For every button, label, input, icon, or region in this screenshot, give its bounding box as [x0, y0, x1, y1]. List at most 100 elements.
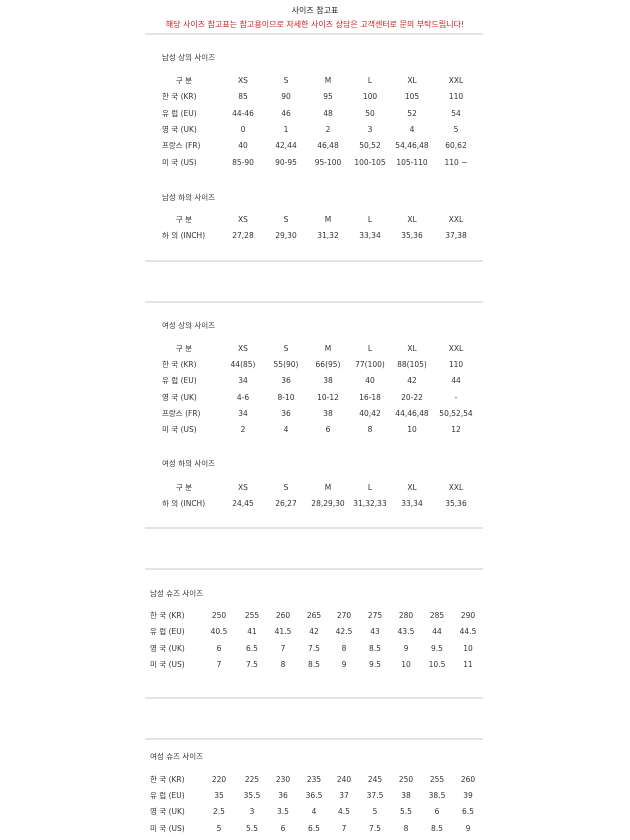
table-row: 미 국 (US) 85-90 90-95 95-100 100-105 105-110 11…	[0, 157, 630, 169]
size-cell: 95-100	[314, 157, 342, 167]
size-cell: 230	[275, 775, 291, 784]
size-cell: 240	[336, 775, 352, 784]
size-header-cell: L	[367, 483, 373, 492]
size-cell: 38.5	[428, 791, 446, 801]
row-label: 영 국 (UK)	[162, 392, 197, 402]
page-title: 사이즈 참고표	[291, 6, 339, 15]
size-cell: 270	[336, 611, 352, 620]
size-cell: 42	[407, 376, 417, 386]
size-header-cell: XL	[407, 483, 417, 492]
size-header-cell: XL	[407, 76, 417, 85]
size-cell: 37,38	[445, 231, 467, 240]
row-label: 유 럽 (EU)	[150, 627, 185, 637]
size-header-cell: S	[283, 483, 289, 492]
size-cell: 39	[463, 791, 473, 801]
size-cell: 8	[280, 659, 286, 669]
womens-shoes-heading: 여성 슈즈 사이즈	[150, 752, 204, 761]
size-cell: 16-18	[359, 392, 381, 402]
size-cell: 52	[407, 108, 417, 118]
row-label: 미 국 (US)	[162, 157, 197, 167]
table-row: 영 국 (UK) 2.5 3 3.5 4 4.5 5 5.5 6 6.5	[0, 806, 630, 818]
size-cell: 7	[280, 643, 286, 653]
table-row: 하 의 (INCH) 27,28 29,30 31,32 33,34 35,36 37,38	[0, 230, 630, 242]
divider	[145, 568, 483, 570]
size-cell: 36	[281, 408, 291, 418]
size-cell: 44	[432, 627, 442, 637]
table-row: 미 국 (US) 7 7.5 8 8.5 9 9.5 10 10.5 11	[0, 659, 630, 671]
size-cell: 110	[448, 92, 464, 102]
row-label: 프랑스 (FR)	[162, 141, 201, 151]
size-cell: 290	[460, 611, 476, 620]
size-cell: 7.5	[308, 643, 320, 653]
size-cell: 42.5	[335, 627, 353, 637]
size-cell: 50	[365, 108, 375, 118]
size-cell: 44,46,48	[395, 408, 429, 418]
size-cell: 8	[403, 823, 409, 833]
table-row: 유 럽 (EU) 34 36 38 40 42 44	[0, 375, 630, 387]
size-cell: 250	[398, 775, 414, 784]
row-label: 영 국 (UK)	[150, 643, 185, 653]
mens-shoes-heading: 남성 슈즈 사이즈	[150, 589, 204, 598]
table-row: 한 국 (KR) 220 225 230 235 240 245 250 255 260	[0, 774, 630, 786]
size-cell: 36	[281, 376, 291, 386]
size-cell: 6	[434, 807, 440, 817]
size-cell: 105	[404, 92, 420, 102]
size-cell: 85	[238, 92, 248, 102]
size-cell: 31,32	[317, 231, 339, 240]
size-cell: 37	[339, 791, 349, 801]
size-cell: 10	[401, 659, 411, 669]
size-cell: 12	[451, 425, 461, 434]
size-cell: 9	[403, 643, 409, 653]
row-label: 유 럽 (EU)	[150, 791, 185, 801]
size-cell: 41.5	[274, 627, 292, 637]
size-cell: 44	[451, 376, 461, 386]
size-cell: 85-90	[232, 157, 254, 167]
size-header-cell: XS	[238, 76, 248, 85]
row-label: 미 국 (US)	[150, 659, 185, 669]
size-header-cell: XXL	[448, 76, 464, 85]
size-cell: 8-10	[277, 392, 295, 402]
size-header-cell: XS	[238, 483, 248, 492]
table-row: 한 국 (KR) 85 90 95 100 105 110	[0, 91, 630, 103]
size-cell: 3	[367, 124, 373, 134]
table-row: 미 국 (US) 2 4 6 8 10 12	[0, 424, 630, 436]
size-cell: 20-22	[401, 392, 423, 402]
size-cell: 9.5	[369, 659, 381, 669]
row-label: 유 럽 (EU)	[162, 376, 197, 386]
size-cell: 54,46,48	[395, 141, 429, 151]
size-cell: 4-6	[236, 392, 250, 402]
size-header-cell: S	[283, 215, 289, 224]
table-row: 영 국 (UK) 6 6.5 7 7.5 8 8.5 9 9.5 10	[0, 643, 630, 655]
table-row: 유 럽 (EU) 44-46 46 48 50 52 54	[0, 108, 630, 120]
size-cell: 40,42	[359, 408, 381, 418]
size-cell: 8	[367, 425, 373, 434]
size-cell: 7.5	[246, 659, 258, 669]
size-cell: 34	[238, 408, 248, 418]
table-row: 유 럽 (EU) 40.5 41 41.5 42 42.5 43 43.5 44 44.5	[0, 626, 630, 638]
size-cell: 41	[247, 627, 257, 637]
size-cell: 2.5	[213, 807, 225, 817]
size-cell: 43	[370, 627, 380, 637]
size-header-cell: XS	[238, 344, 248, 353]
size-cell: 1	[283, 124, 289, 134]
size-cell: 225	[244, 775, 260, 784]
size-cell: 8	[341, 643, 347, 653]
size-cell: 33,34	[359, 231, 381, 240]
size-cell: 55(90)	[273, 360, 299, 370]
size-cell: 8.5	[308, 659, 320, 669]
size-header-cell: M	[324, 76, 332, 85]
size-cell: 50,52,54	[439, 408, 473, 418]
table-header-row: 구 분 XS S M L XL XXL	[0, 343, 630, 355]
size-cell: 9	[465, 823, 471, 833]
size-header-cell: XXL	[448, 215, 464, 224]
size-cell: 38	[323, 376, 333, 386]
size-cell: 29,30	[275, 231, 297, 240]
size-cell: 6.5	[462, 807, 474, 817]
size-cell: 40.5	[210, 627, 228, 637]
size-cell: -	[454, 392, 458, 402]
size-cell: 7	[216, 659, 222, 669]
table-row: 영 국 (UK) 0 1 2 3 4 5	[0, 124, 630, 136]
size-cell: 35,36	[401, 231, 423, 240]
size-cell: 0	[240, 124, 246, 134]
size-cell: 255	[429, 775, 445, 784]
